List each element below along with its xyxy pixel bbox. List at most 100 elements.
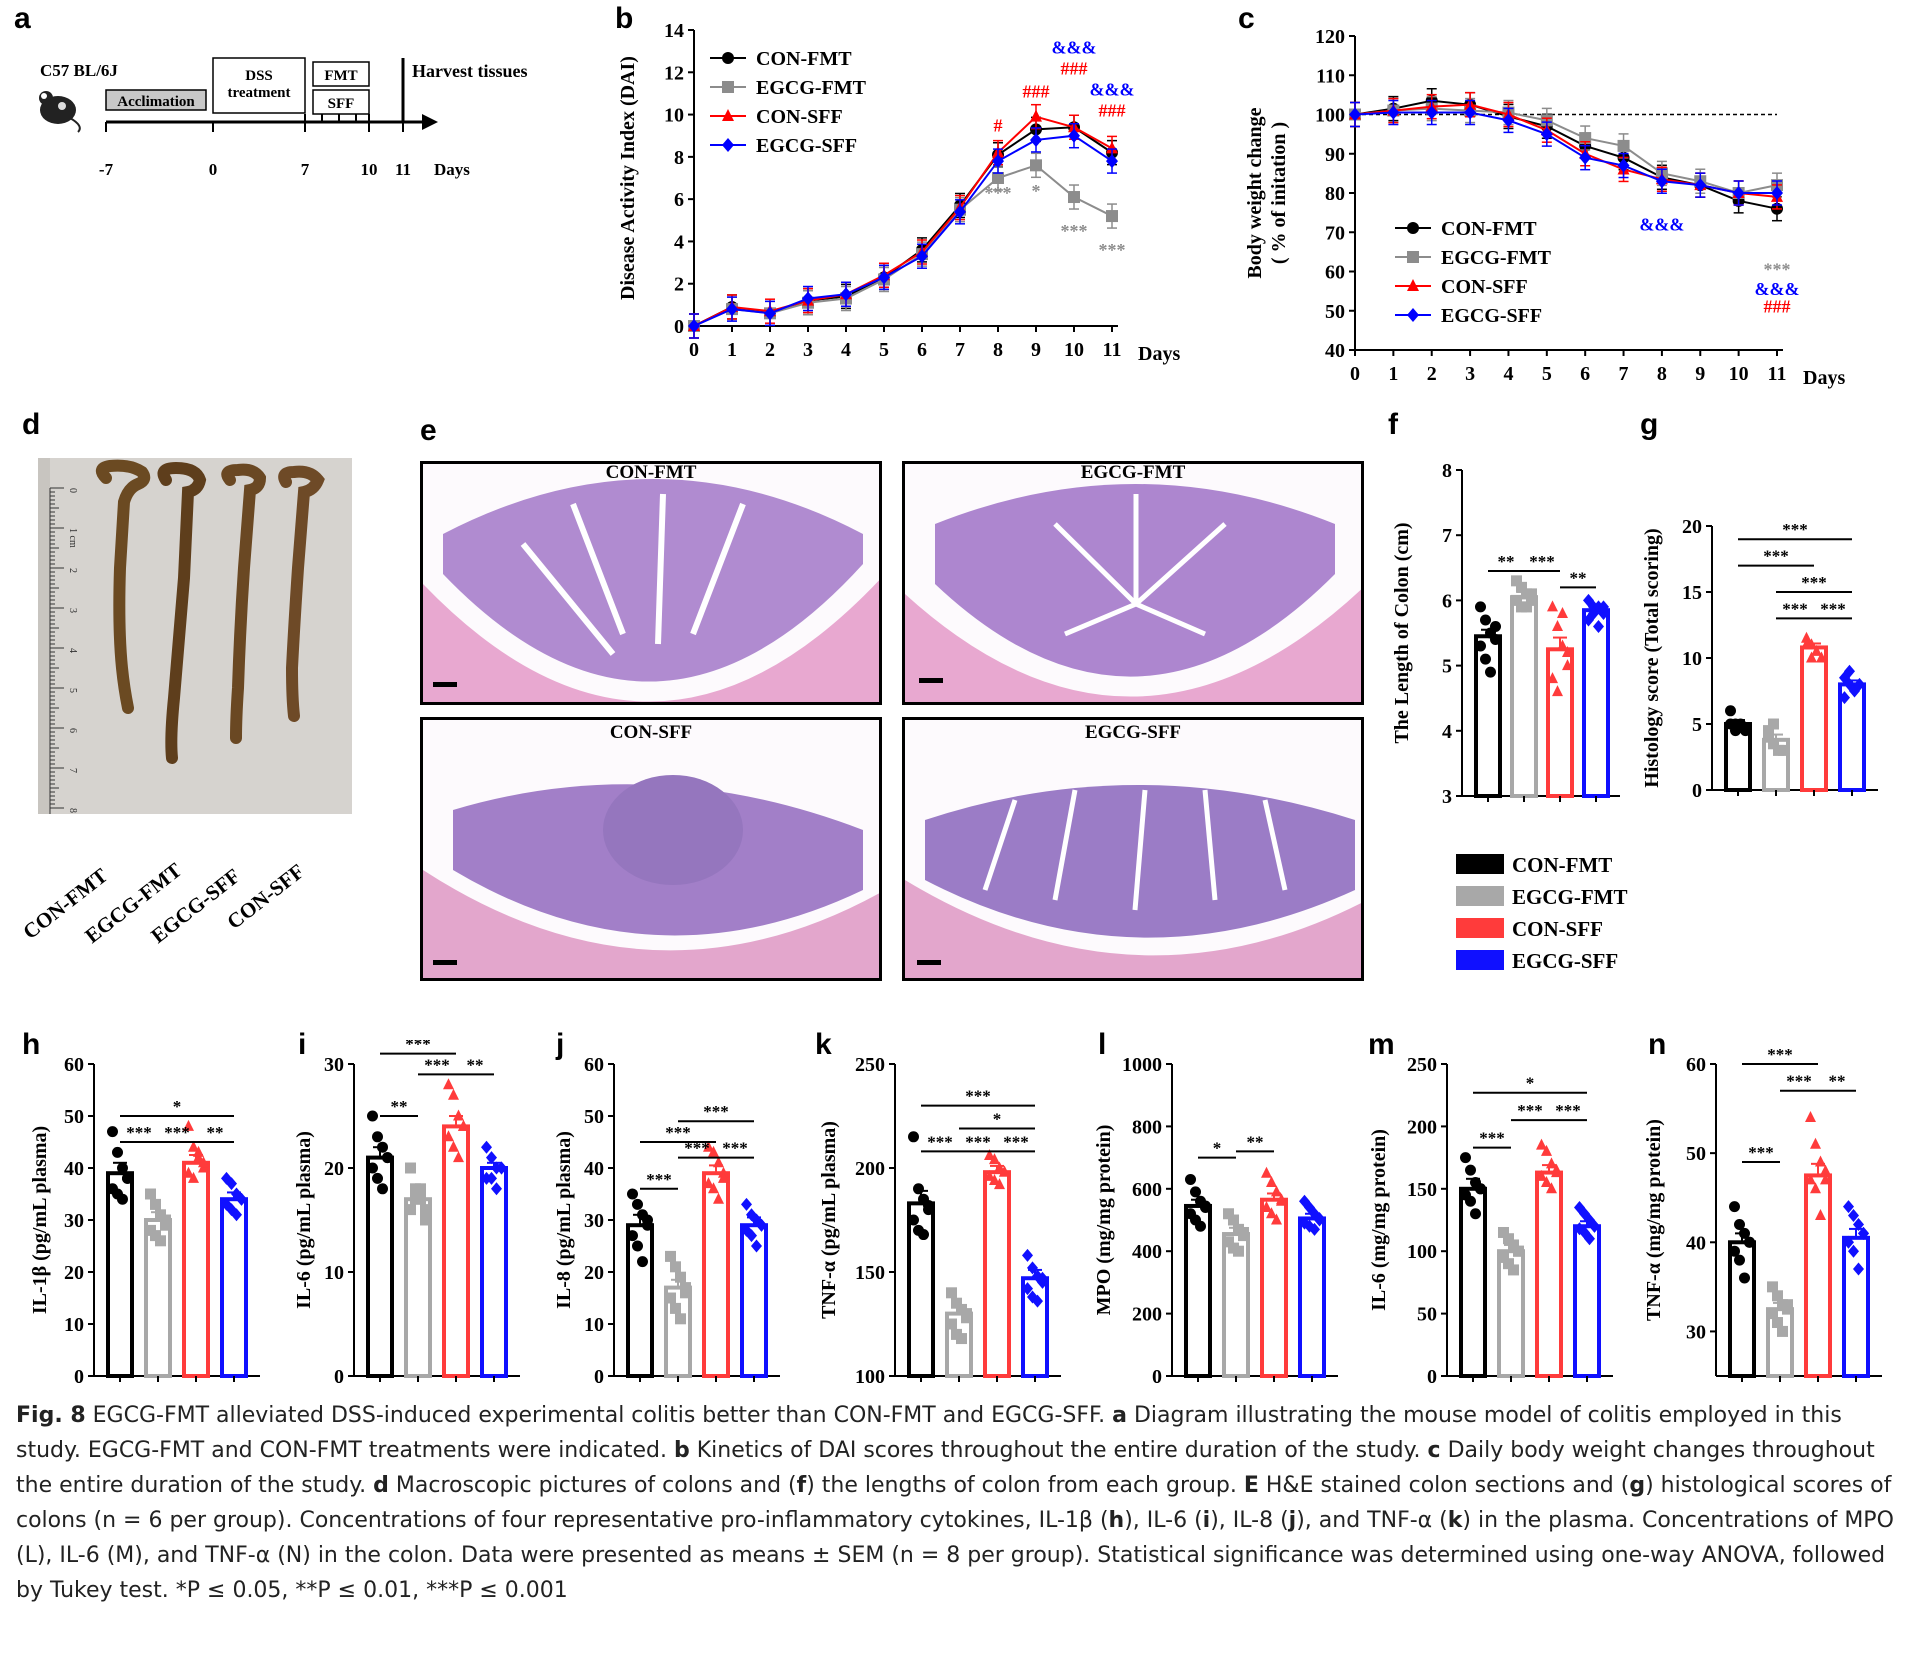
data-point xyxy=(496,1161,507,1175)
series-line xyxy=(693,115,1113,327)
significance-mark: *** xyxy=(1763,547,1789,566)
data-point xyxy=(994,1178,1005,1190)
data-point xyxy=(627,1230,638,1242)
figure-number: Fig. 8 xyxy=(16,1403,86,1428)
panel-label-c: c xyxy=(1238,2,1255,35)
colon-photo: 0 1 cm 2 3 4 5 6 7 8 xyxy=(38,458,352,814)
data-point xyxy=(992,154,1004,169)
data-point xyxy=(1027,1261,1038,1275)
dss-box xyxy=(212,57,306,114)
data-point xyxy=(1778,744,1789,756)
data-point xyxy=(160,1214,171,1226)
tick-label: 10 xyxy=(361,160,378,179)
y-axis-label: The Length of Colon (cm) xyxy=(1391,522,1413,743)
data-point xyxy=(1562,646,1573,658)
data-point xyxy=(1551,1166,1562,1178)
significance-mark: *** xyxy=(1517,1101,1543,1120)
y-tick-label: 100 xyxy=(855,1366,885,1388)
y-tick-label: 30 xyxy=(1686,1321,1706,1343)
legend-label: CON-SFF xyxy=(1441,276,1528,298)
significance-mark: *** xyxy=(646,1170,672,1189)
histology-title: EGCG-FMT xyxy=(1080,462,1186,483)
data-point xyxy=(1261,1166,1272,1178)
data-point xyxy=(183,1119,194,1131)
legend-marker xyxy=(722,52,734,64)
data-point xyxy=(923,1199,934,1211)
bar xyxy=(442,1124,470,1379)
x-tick-label: 7 xyxy=(955,339,965,361)
data-point xyxy=(1490,620,1501,632)
data-point xyxy=(1541,1144,1552,1156)
histology-score-bar-chart: 0 5 10 15 20 Histology score (Total scoring) *… xyxy=(1641,516,1878,802)
significance-mark: ** xyxy=(1247,1132,1264,1151)
significance-mark: *** xyxy=(1479,1129,1505,1148)
data-point xyxy=(1739,1227,1750,1239)
data-point xyxy=(1557,639,1568,651)
caption-text: H&E stained colon sections and ( xyxy=(1258,1473,1630,1498)
data-point xyxy=(221,1171,232,1185)
significance-mark: * xyxy=(1032,181,1041,201)
data-point xyxy=(1801,631,1812,643)
data-point xyxy=(1223,1236,1234,1248)
caption-panel-ref: k xyxy=(1447,1508,1463,1533)
x-tick-label: 3 xyxy=(1465,363,1475,385)
data-point xyxy=(1349,107,1361,122)
significance-mark: * xyxy=(1526,1074,1535,1093)
ruler-label: 0 xyxy=(67,488,78,493)
data-point xyxy=(688,319,700,333)
ruler: 0 1 cm 2 3 4 5 6 7 8 xyxy=(49,487,78,814)
data-point xyxy=(764,306,776,321)
data-point xyxy=(675,1313,686,1325)
data-point xyxy=(703,1177,714,1189)
panel-label-e: e xyxy=(420,414,437,447)
significance-mark: *** xyxy=(1764,259,1791,279)
x-tick-label: 4 xyxy=(841,339,851,361)
x-tick-label: 2 xyxy=(1427,363,1437,385)
y-tick-label: 1000 xyxy=(1122,1054,1162,1076)
data-point xyxy=(916,249,928,264)
panel-label-g: g xyxy=(1640,408,1659,441)
data-point xyxy=(1584,1232,1595,1246)
data-point xyxy=(1848,1209,1859,1223)
significance-mark: ** xyxy=(1498,552,1515,571)
legend-item: CON-SFF xyxy=(1456,917,1603,941)
data-point xyxy=(486,1151,497,1165)
data-point xyxy=(453,1151,464,1163)
y-tick-label: 70 xyxy=(1325,222,1345,244)
caption-panel-ref: E xyxy=(1243,1473,1259,1498)
data-point xyxy=(665,1292,676,1304)
y-tick-label: 50 xyxy=(64,1106,84,1128)
data-point xyxy=(1768,718,1779,730)
data-point xyxy=(1261,1201,1272,1213)
data-point xyxy=(1732,186,1745,200)
data-point xyxy=(1655,174,1668,189)
y-tick-label: 10 xyxy=(584,1314,604,1336)
data-point xyxy=(989,1153,1000,1165)
data-point xyxy=(1271,1213,1282,1225)
caption-panel-ref: h xyxy=(1108,1508,1125,1533)
y-axis-label: TNF-α (mg/mg protein) xyxy=(1643,1119,1665,1321)
data-point xyxy=(1030,109,1042,122)
significance-mark: *** xyxy=(1748,1143,1774,1162)
caption-panel-ref: b xyxy=(674,1438,690,1463)
data-point xyxy=(453,1109,464,1121)
y-tick-label: 120 xyxy=(1315,26,1345,48)
group-legend: CON-FMT EGCG-FMT CON-SFF EGCG-SFF xyxy=(1456,853,1628,973)
significance-mark: *** xyxy=(1003,1132,1029,1151)
x-tick-label: 10 xyxy=(1729,363,1749,385)
data-point xyxy=(1106,141,1118,154)
data-point xyxy=(1777,1325,1788,1337)
data-point xyxy=(1309,1207,1320,1221)
data-point xyxy=(1195,1220,1206,1232)
data-point xyxy=(415,1183,426,1195)
data-point xyxy=(1810,1182,1821,1194)
y-tick-label: 40 xyxy=(64,1158,84,1180)
data-point xyxy=(1536,1138,1547,1150)
data-point xyxy=(1299,1194,1310,1208)
significance-mark: *** xyxy=(424,1055,450,1074)
y-tick-label: 2 xyxy=(674,274,684,296)
data-point xyxy=(1843,1235,1854,1249)
histology-image-egcg-fmt: EGCG-FMT xyxy=(902,461,1364,705)
legend-marker xyxy=(722,109,734,121)
significance-mark: ** xyxy=(1829,1072,1846,1091)
